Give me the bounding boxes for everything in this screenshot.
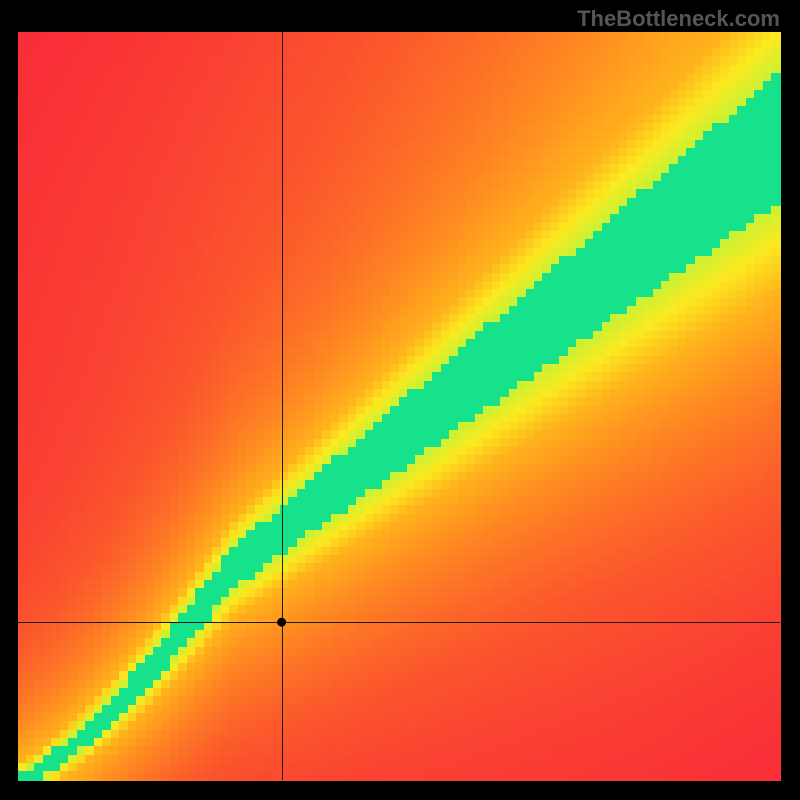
chart-container: TheBottleneck.com xyxy=(0,0,800,800)
heatmap-canvas xyxy=(0,0,800,800)
watermark-text: TheBottleneck.com xyxy=(577,6,780,32)
